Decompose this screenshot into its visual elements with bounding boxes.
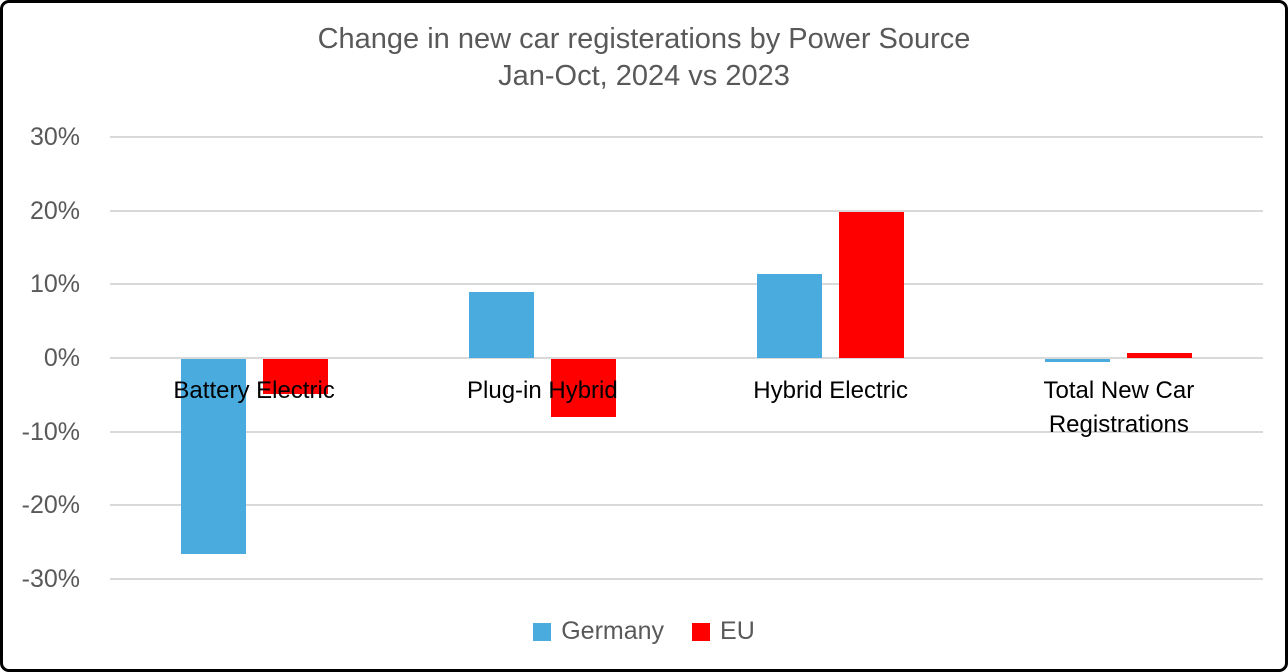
- gridline-30%: [110, 136, 1263, 138]
- gridline-20%: [110, 209, 1263, 212]
- category-label-plug-in-hybrid: Plug-in Hybrid: [467, 377, 618, 404]
- bar-eu-battery-electric: [262, 359, 328, 395]
- eu-legend-swatch: [692, 622, 711, 641]
- chart-subtitle: Jan-Oct, 2024 vs 2023: [498, 60, 790, 92]
- bar-germany-battery-electric: [180, 359, 246, 555]
- bar-eu-total-new-car-registrations: [1127, 352, 1193, 358]
- bar-eu-plug-in-hybrid: [550, 359, 616, 418]
- bar-germany-total-new-car-registrations: [1045, 359, 1111, 362]
- y-axis-tick-label: -20%: [21, 491, 80, 520]
- legend: Germany EU: [0, 617, 1288, 646]
- y-axis-tick-label: 20%: [29, 196, 80, 225]
- bar-germany-hybrid-electric: [757, 274, 823, 358]
- category-label-total-new-car-registrations: Total New Car Registrations: [1043, 377, 1195, 438]
- y-axis-tick-label: 10%: [29, 270, 80, 299]
- chart-title-block: Change in new car registerations by Powe…: [0, 21, 1288, 95]
- gridline--30%: [110, 578, 1263, 580]
- eu-legend-label: EU: [720, 617, 755, 645]
- chart-title: Change in new car registerations by Powe…: [317, 23, 971, 55]
- y-axis-tick-label: -10%: [21, 417, 80, 446]
- y-axis-tick-label: -30%: [21, 565, 80, 593]
- y-axis-tick-label: 30%: [29, 123, 80, 151]
- category-label-battery-electric: Battery Electric: [173, 377, 335, 404]
- y-axis-tick-label: 0%: [43, 344, 80, 372]
- gridline-0%: [110, 357, 1263, 359]
- category-label-hybrid-electric: Hybrid Electric: [753, 377, 908, 404]
- gridline--20%: [110, 504, 1263, 507]
- germany-legend-swatch: [533, 622, 552, 641]
- bar-germany-plug-in-hybrid: [468, 292, 534, 358]
- bar-eu-hybrid-electric: [839, 212, 905, 358]
- gridline--10%: [110, 430, 1263, 433]
- legend-item-eu: EU: [692, 617, 755, 646]
- gridline-10%: [110, 283, 1263, 286]
- legend-item-germany: Germany: [533, 617, 664, 646]
- germany-legend-label: Germany: [561, 617, 665, 645]
